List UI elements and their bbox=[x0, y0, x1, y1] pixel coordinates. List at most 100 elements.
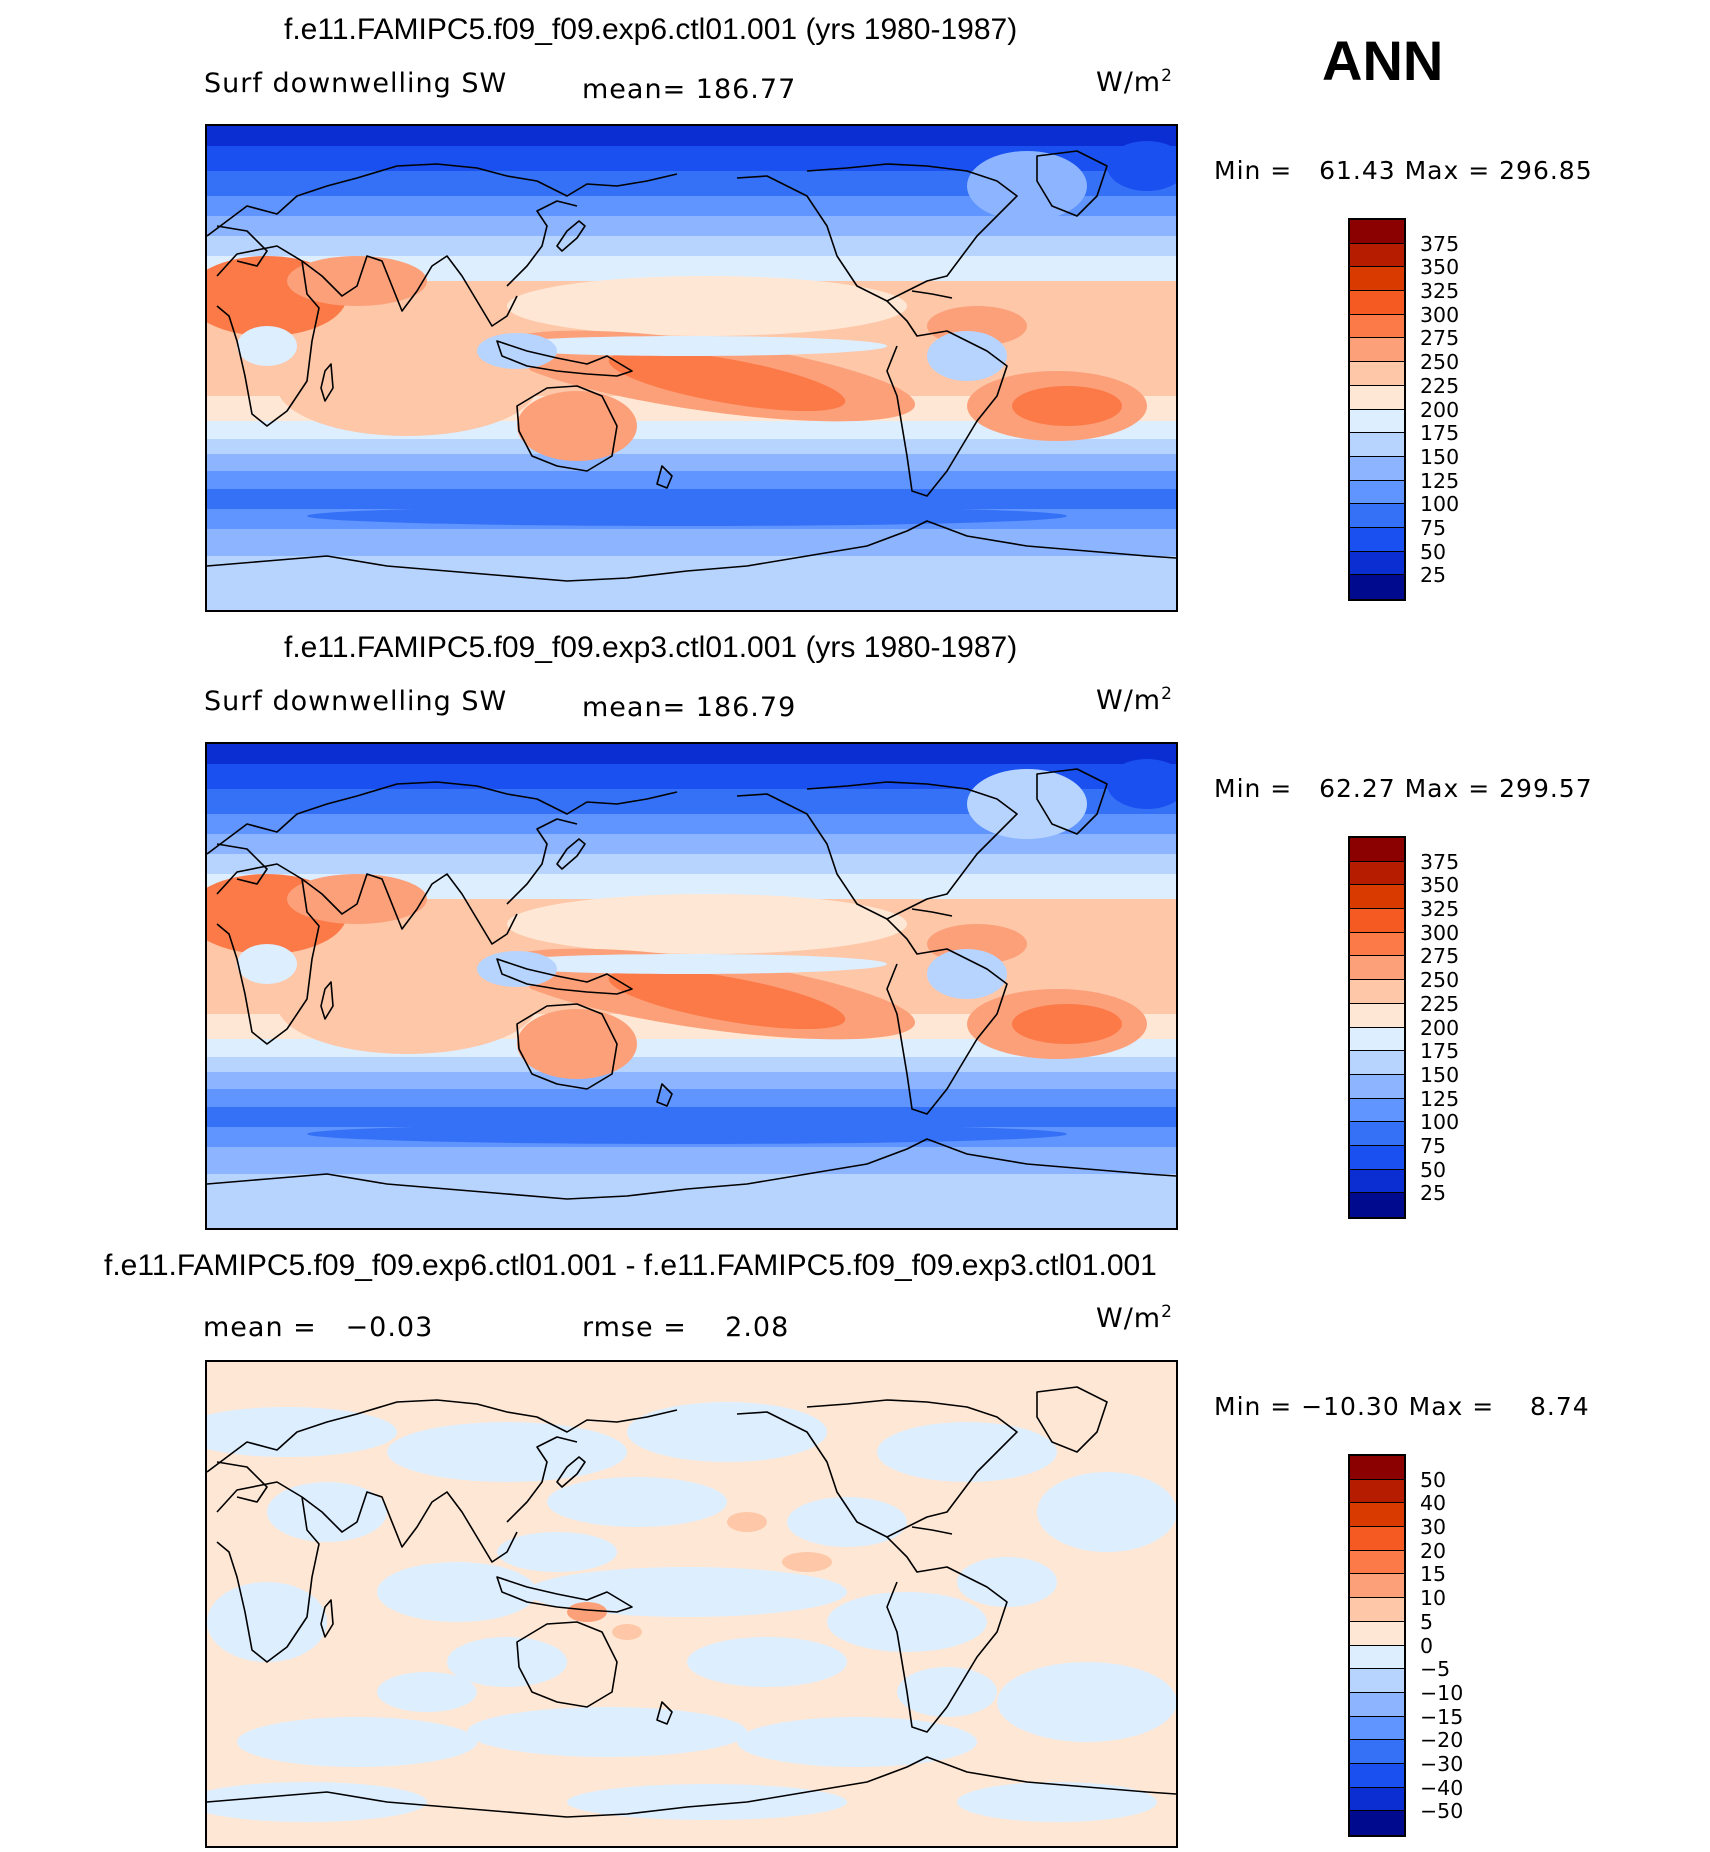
colorbar-tick-label: 50 bbox=[1420, 539, 1447, 564]
colorbar-swatch bbox=[1350, 1074, 1404, 1099]
colorbar-tick-label: 375 bbox=[1420, 849, 1460, 874]
colorbar-swatch bbox=[1350, 1550, 1404, 1575]
panel-1-map bbox=[205, 124, 1178, 612]
colorbar-tick-label: −10 bbox=[1420, 1680, 1464, 1705]
colorbar-tick-label: 25 bbox=[1420, 1181, 1447, 1206]
colorbar-swatch bbox=[1350, 1479, 1404, 1504]
panel-2-mean-label: mean= 186.79 bbox=[582, 692, 797, 723]
map-contour-field bbox=[207, 1362, 1176, 1846]
colorbar-tick-label: 150 bbox=[1420, 444, 1460, 469]
colorbar-swatch bbox=[1350, 1527, 1404, 1551]
colorbar-tick-label: 75 bbox=[1420, 1133, 1447, 1158]
colorbar-tick-label: 75 bbox=[1420, 515, 1447, 540]
colorbar-tick-label: 350 bbox=[1420, 873, 1460, 898]
colorbar-tick-label: 275 bbox=[1420, 326, 1460, 351]
colorbar-swatch bbox=[1350, 575, 1404, 599]
colorbar-tick-label: 175 bbox=[1420, 421, 1460, 446]
colorbar-tick-label: 375 bbox=[1420, 231, 1460, 256]
colorbar-swatch bbox=[1350, 314, 1404, 339]
colorbar-swatch bbox=[1350, 362, 1404, 386]
colorbar-swatch bbox=[1350, 1456, 1404, 1480]
colorbar-swatch bbox=[1350, 1811, 1404, 1835]
colorbar-tick-label: 175 bbox=[1420, 1039, 1460, 1064]
panel-2-units: W/m2 bbox=[1096, 684, 1173, 716]
colorbar-swatch bbox=[1350, 291, 1404, 315]
panel-1-units: W/m2 bbox=[1096, 66, 1173, 98]
panel-1-variable-label: Surf downwelling SW bbox=[204, 68, 508, 99]
colorbar-swatch bbox=[1350, 1098, 1404, 1123]
colorbar-swatch bbox=[1350, 267, 1404, 292]
colorbar-tick-label: 225 bbox=[1420, 373, 1460, 398]
colorbar-tick-label: 200 bbox=[1420, 1015, 1460, 1040]
colorbar-tick-label: 350 bbox=[1420, 255, 1460, 280]
colorbar-tick-label: 10 bbox=[1420, 1586, 1447, 1611]
colorbar-tick-label: 20 bbox=[1420, 1538, 1447, 1563]
colorbar-tick-label: −20 bbox=[1420, 1728, 1464, 1753]
colorbar-swatch bbox=[1350, 385, 1404, 410]
colorbar-tick-label: 300 bbox=[1420, 920, 1460, 945]
colorbar-tick-label: 225 bbox=[1420, 991, 1460, 1016]
panel-2-map bbox=[205, 742, 1178, 1230]
colorbar-swatch bbox=[1350, 1145, 1404, 1170]
panel-2-minmax: Min = 62.27 Max = 299.57 bbox=[1214, 774, 1593, 803]
map-contour-field bbox=[207, 744, 1176, 1228]
colorbar-swatch bbox=[1350, 1692, 1404, 1717]
colorbar-tick-label: 100 bbox=[1420, 1110, 1460, 1135]
colorbar-swatch bbox=[1350, 480, 1404, 505]
panel-2-title: f.e11.FAMIPC5.f09_f09.exp3.ctl01.001 (yr… bbox=[284, 631, 1018, 664]
colorbar-tick-label: 200 bbox=[1420, 397, 1460, 422]
colorbar-swatch bbox=[1350, 551, 1404, 576]
season-label: ANN bbox=[1322, 29, 1444, 92]
colorbar-tick-label: 275 bbox=[1420, 944, 1460, 969]
colorbar-swatch bbox=[1350, 1169, 1404, 1194]
colorbar-tick-label: 125 bbox=[1420, 1086, 1460, 1111]
colorbar-swatch bbox=[1350, 1669, 1404, 1693]
colorbar-swatch bbox=[1350, 1027, 1404, 1052]
colorbar-swatch bbox=[1350, 504, 1404, 528]
colorbar-tick-label: −5 bbox=[1420, 1657, 1451, 1682]
colorbar-tick-label: 300 bbox=[1420, 302, 1460, 327]
colorbar-swatch bbox=[1350, 980, 1404, 1004]
colorbar-swatch bbox=[1350, 1763, 1404, 1788]
colorbar-swatch bbox=[1350, 456, 1404, 481]
panel-3-map bbox=[205, 1360, 1178, 1848]
colorbar-tick-label: 325 bbox=[1420, 279, 1460, 304]
colorbar-swatch bbox=[1350, 909, 1404, 933]
colorbar-swatch bbox=[1350, 1621, 1404, 1646]
colorbar-tick-label: 25 bbox=[1420, 563, 1447, 588]
panel-1-title: f.e11.FAMIPC5.f09_f09.exp6.ctl01.001 (yr… bbox=[284, 13, 1018, 46]
colorbar-swatch bbox=[1350, 1598, 1404, 1622]
colorbar-swatch bbox=[1350, 433, 1404, 457]
colorbar-swatch bbox=[1350, 1740, 1404, 1764]
colorbar-swatch bbox=[1350, 338, 1404, 363]
colorbar-tick-label: −30 bbox=[1420, 1751, 1464, 1776]
colorbar-tick-label: −15 bbox=[1420, 1704, 1464, 1729]
colorbar-swatch bbox=[1350, 1645, 1404, 1670]
colorbar-tick-label: 30 bbox=[1420, 1515, 1447, 1540]
colorbar-tick-label: 250 bbox=[1420, 350, 1460, 375]
panel-3-mean-label: mean = −0.03 bbox=[203, 1312, 434, 1343]
panel-1-minmax: Min = 61.43 Max = 296.85 bbox=[1214, 156, 1593, 185]
colorbar-swatch bbox=[1350, 861, 1404, 886]
panel-3-units: W/m2 bbox=[1096, 1302, 1173, 1334]
panel-3-colorbar bbox=[1348, 1454, 1406, 1837]
colorbar-swatch bbox=[1350, 527, 1404, 552]
panel-2-colorbar bbox=[1348, 836, 1406, 1219]
colorbar-swatch bbox=[1350, 838, 1404, 862]
colorbar-swatch bbox=[1350, 409, 1404, 434]
colorbar-tick-label: 50 bbox=[1420, 1467, 1447, 1492]
colorbar-swatch bbox=[1350, 1003, 1404, 1028]
colorbar-swatch bbox=[1350, 1503, 1404, 1528]
colorbar-swatch bbox=[1350, 885, 1404, 910]
colorbar-swatch bbox=[1350, 1716, 1404, 1741]
colorbar-tick-label: 150 bbox=[1420, 1062, 1460, 1087]
map-contour-field bbox=[207, 126, 1176, 610]
colorbar-swatch bbox=[1350, 932, 1404, 957]
colorbar-tick-label: 250 bbox=[1420, 968, 1460, 993]
colorbar-tick-label: 15 bbox=[1420, 1562, 1447, 1587]
colorbar-swatch bbox=[1350, 1051, 1404, 1075]
colorbar-tick-label: 5 bbox=[1420, 1609, 1434, 1634]
colorbar-tick-label: 0 bbox=[1420, 1633, 1434, 1658]
colorbar-swatch bbox=[1350, 956, 1404, 981]
panel-1-colorbar bbox=[1348, 218, 1406, 601]
